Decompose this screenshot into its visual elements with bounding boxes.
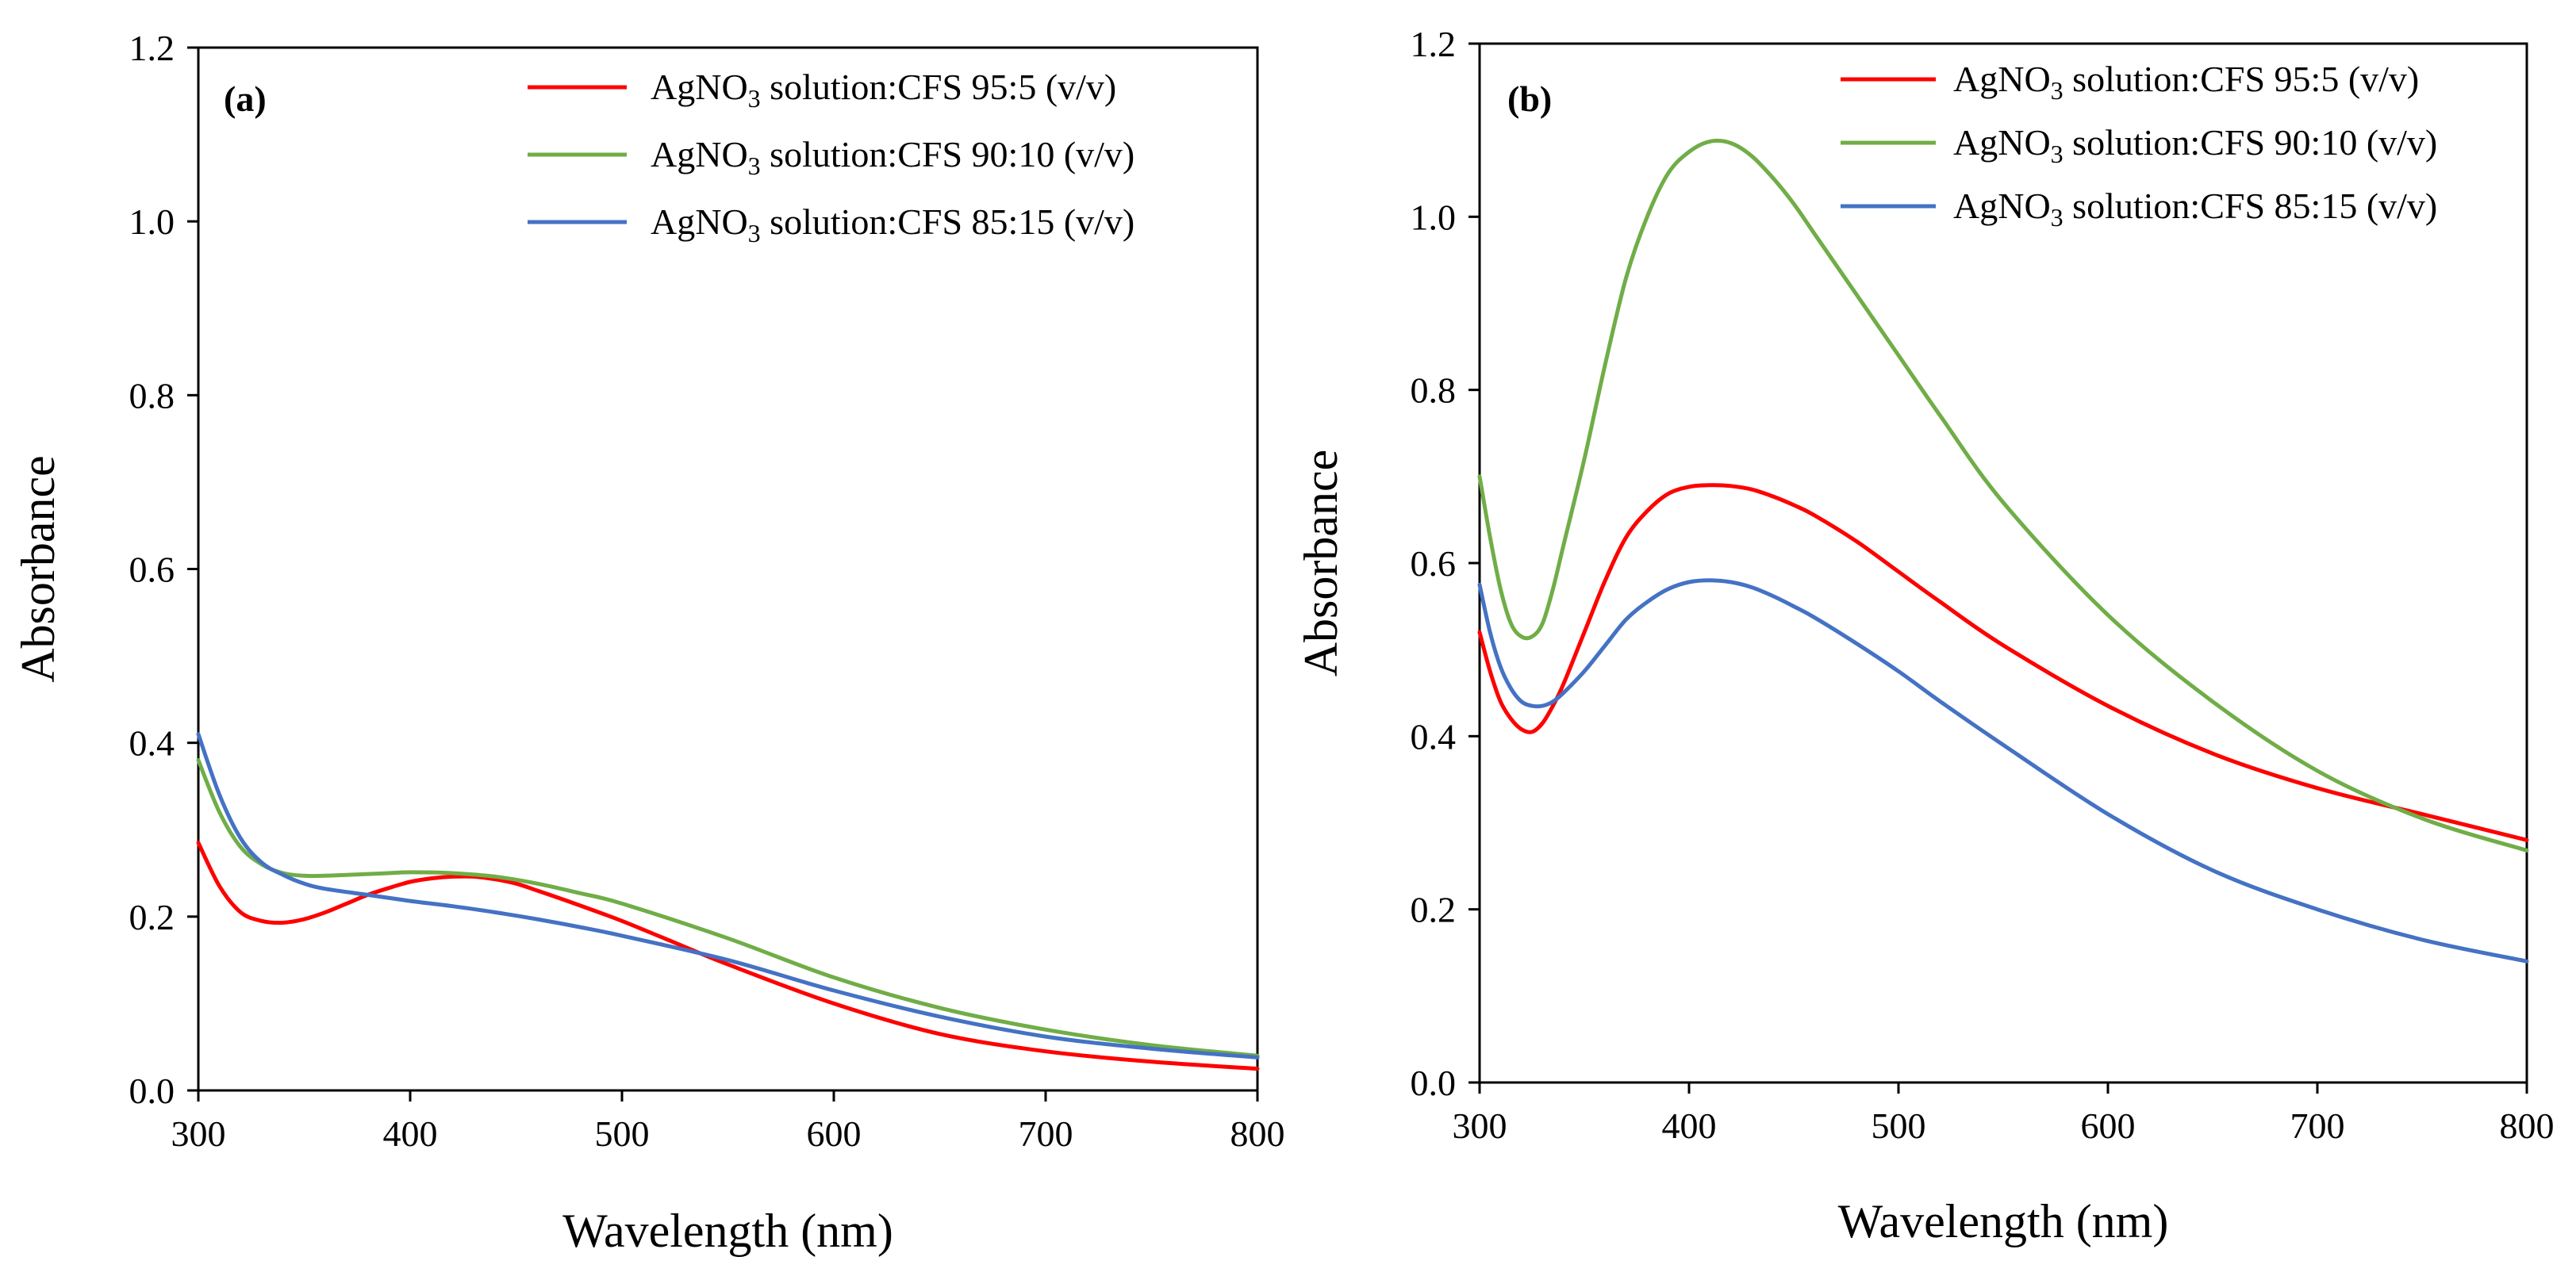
series-line-3 [196,732,1260,1060]
legend-label-3: AgNO3 solution:CFS 85:15 (v/v) [1953,186,2437,232]
y-tick-label: 0.6 [129,550,175,590]
series-line-3 [1477,578,2529,964]
x-tick-label: 700 [2290,1105,2345,1146]
legend: AgNO3 solution:CFS 95:5 (v/v) AgNO3 solut… [1841,59,2437,232]
y-tick-label: 1.2 [1411,24,1457,64]
x-tick-label: 400 [383,1113,438,1154]
y-tick-label: 0.6 [1411,543,1457,584]
y-tick-label: 1.2 [129,28,175,68]
y-tick-label: 0.4 [129,723,175,764]
x-tick-label: 300 [171,1113,226,1154]
x-tick-label: 800 [2500,1105,2555,1146]
x-tick-label: 600 [807,1113,862,1154]
legend-label-2: AgNO3 solution:CFS 90:10 (v/v) [651,134,1134,180]
series-line-2 [1477,138,2529,853]
chart-panel-b: 300 400 500 600 700 800 0.0 0.2 0.4 0.6 0.8 1.0 1.2 W… [1295,24,2555,1247]
legend-label-1: AgNO3 solution:CFS 95:5 (v/v) [1953,59,2419,105]
y-tick-label: 1.0 [1411,197,1457,237]
y-tick-label: 0.4 [1411,716,1457,757]
legend-label-1: AgNO3 solution:CFS 95:5 (v/v) [651,67,1116,113]
y-tick-label: 0.8 [1411,370,1457,411]
chart-panel-a: 300 400 500 600 700 800 0.0 0.2 0.4 0.6 0.8 1.0 1.2 W… [12,28,1285,1257]
x-tick-label: 500 [595,1113,650,1154]
x-tick-label: 400 [1662,1105,1717,1146]
x-axis-title: Wavelength (nm) [1838,1195,2169,1247]
panel-label: (b) [1507,79,1552,119]
x-tick-label: 800 [1230,1113,1285,1154]
y-tick-label: 0.0 [1411,1063,1457,1103]
y-tick-label: 0.8 [129,375,175,416]
x-tick-label: 300 [1453,1105,1507,1146]
x-tick-label: 600 [2081,1105,2136,1146]
y-axis-title: Absorbance [1295,450,1347,677]
y-tick-label: 0.0 [129,1071,175,1111]
series-line-1 [1477,483,2529,842]
x-axis-title: Wavelength (nm) [562,1205,893,1257]
y-tick-label: 1.0 [129,201,175,242]
x-tick-label: 700 [1019,1113,1073,1154]
panel-label: (a) [224,79,267,119]
x-tick-label: 500 [1872,1105,1926,1146]
legend: AgNO3 solution:CFS 95:5 (v/v) AgNO3 solut… [528,67,1134,247]
y-tick-label: 0.2 [129,897,175,937]
series-line-1 [196,841,1260,1071]
y-tick-label: 0.2 [1411,890,1457,930]
legend-label-2: AgNO3 solution:CFS 90:10 (v/v) [1953,122,2437,168]
y-axis-title: Absorbance [12,455,64,683]
legend-label-3: AgNO3 solution:CFS 85:15 (v/v) [651,201,1134,247]
